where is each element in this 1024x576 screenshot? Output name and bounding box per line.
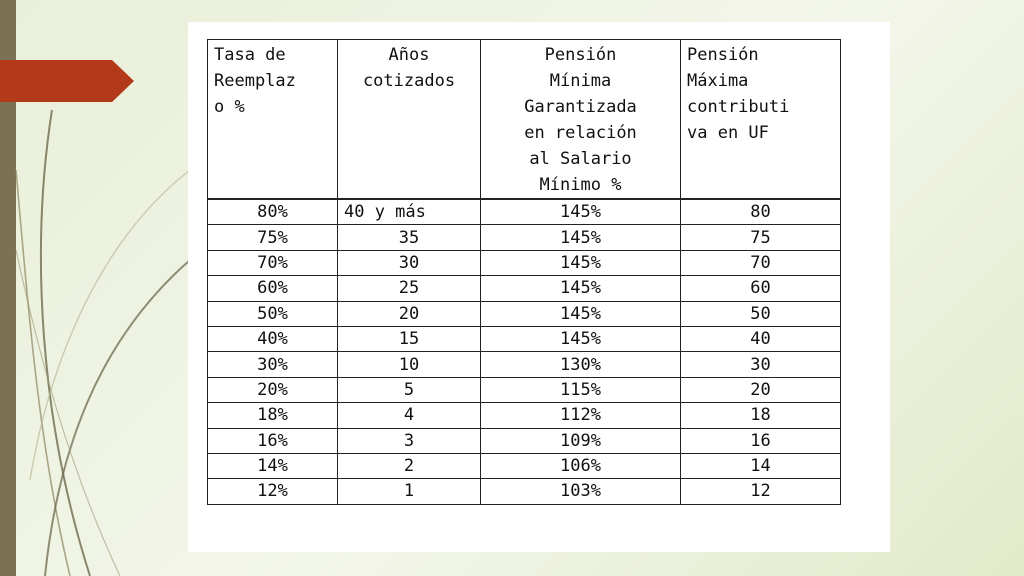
table-row: 80% 40 y más 145% 80 <box>207 198 841 226</box>
cell-tasa: 70% <box>207 249 338 277</box>
cell-tasa: 60% <box>207 275 338 302</box>
cell-pension-maxima: 20 <box>680 376 841 404</box>
cell-pension-maxima: 18 <box>680 402 841 429</box>
cell-anos: 2 <box>337 452 481 480</box>
cell-pension-maxima: 70 <box>680 249 841 277</box>
cell-pension-maxima: 12 <box>680 478 841 505</box>
cell-tasa: 75% <box>207 224 338 251</box>
table-row: 18% 4 112% 18 <box>207 402 841 429</box>
cell-tasa: 14% <box>207 452 338 480</box>
cell-pension-maxima: 75 <box>680 224 841 251</box>
cell-pension-minima: 145% <box>480 275 681 302</box>
cell-pension-minima: 130% <box>480 351 681 378</box>
table-row: 75% 35 145% 75 <box>207 224 841 251</box>
cell-pension-minima: 103% <box>480 478 681 505</box>
left-accent-bar <box>0 0 16 576</box>
cell-anos: 25 <box>337 275 481 302</box>
cell-pension-maxima: 16 <box>680 427 841 454</box>
header-anos-cotizados: Años cotizados <box>337 39 481 200</box>
cell-pension-maxima: 80 <box>680 198 841 226</box>
cell-anos: 35 <box>337 224 481 251</box>
table-row: 14% 2 106% 14 <box>207 452 841 480</box>
cell-anos: 10 <box>337 351 481 378</box>
cell-tasa: 20% <box>207 376 338 404</box>
table-row: 16% 3 109% 16 <box>207 427 841 454</box>
table-row: 30% 10 130% 30 <box>207 351 841 378</box>
table-row: 60% 25 145% 60 <box>207 275 841 302</box>
cell-anos: 30 <box>337 249 481 277</box>
cell-tasa: 40% <box>207 325 338 353</box>
cell-tasa: 50% <box>207 300 338 327</box>
header-pension-maxima: Pensión Máxima contributi va en UF <box>680 39 841 200</box>
table-row: 20% 5 115% 20 <box>207 376 841 404</box>
cell-pension-maxima: 60 <box>680 275 841 302</box>
cell-tasa: 12% <box>207 478 338 505</box>
cell-anos: 5 <box>337 376 481 404</box>
cell-anos: 1 <box>337 478 481 505</box>
cell-anos: 40 y más <box>337 198 481 226</box>
cell-tasa: 30% <box>207 351 338 378</box>
cell-tasa: 80% <box>207 198 338 226</box>
cell-pension-maxima: 40 <box>680 325 841 353</box>
cell-pension-minima: 106% <box>480 452 681 480</box>
cell-pension-minima: 145% <box>480 198 681 226</box>
cell-pension-minima: 115% <box>480 376 681 404</box>
header-tasa-reemplazo: Tasa de Reemplaz o % <box>207 39 338 200</box>
cell-pension-maxima: 14 <box>680 452 841 480</box>
table-header-row: Tasa de Reemplaz o % Años cotizados Pens… <box>207 39 841 200</box>
cell-pension-minima: 112% <box>480 402 681 429</box>
arrow-shape <box>0 60 134 102</box>
cell-pension-minima: 145% <box>480 249 681 277</box>
pension-table: Tasa de Reemplaz o % Años cotizados Pens… <box>207 39 841 505</box>
cell-pension-minima: 145% <box>480 300 681 327</box>
header-pension-minima: Pensión Mínima Garantizada en relación a… <box>480 39 681 200</box>
cell-anos: 4 <box>337 402 481 429</box>
cell-tasa: 16% <box>207 427 338 454</box>
table-row: 40% 15 145% 40 <box>207 325 841 353</box>
cell-anos: 15 <box>337 325 481 353</box>
cell-pension-minima: 145% <box>480 224 681 251</box>
table-row: 50% 20 145% 50 <box>207 300 841 327</box>
cell-anos: 20 <box>337 300 481 327</box>
table-row: 12% 1 103% 12 <box>207 478 841 505</box>
decorative-swirls <box>15 109 191 576</box>
cell-pension-minima: 109% <box>480 427 681 454</box>
cell-pension-minima: 145% <box>480 325 681 353</box>
slide-content-card: Tasa de Reemplaz o % Años cotizados Pens… <box>188 22 890 552</box>
cell-pension-maxima: 30 <box>680 351 841 378</box>
cell-anos: 3 <box>337 427 481 454</box>
cell-pension-maxima: 50 <box>680 300 841 327</box>
table-row: 70% 30 145% 70 <box>207 249 841 277</box>
cell-tasa: 18% <box>207 402 338 429</box>
